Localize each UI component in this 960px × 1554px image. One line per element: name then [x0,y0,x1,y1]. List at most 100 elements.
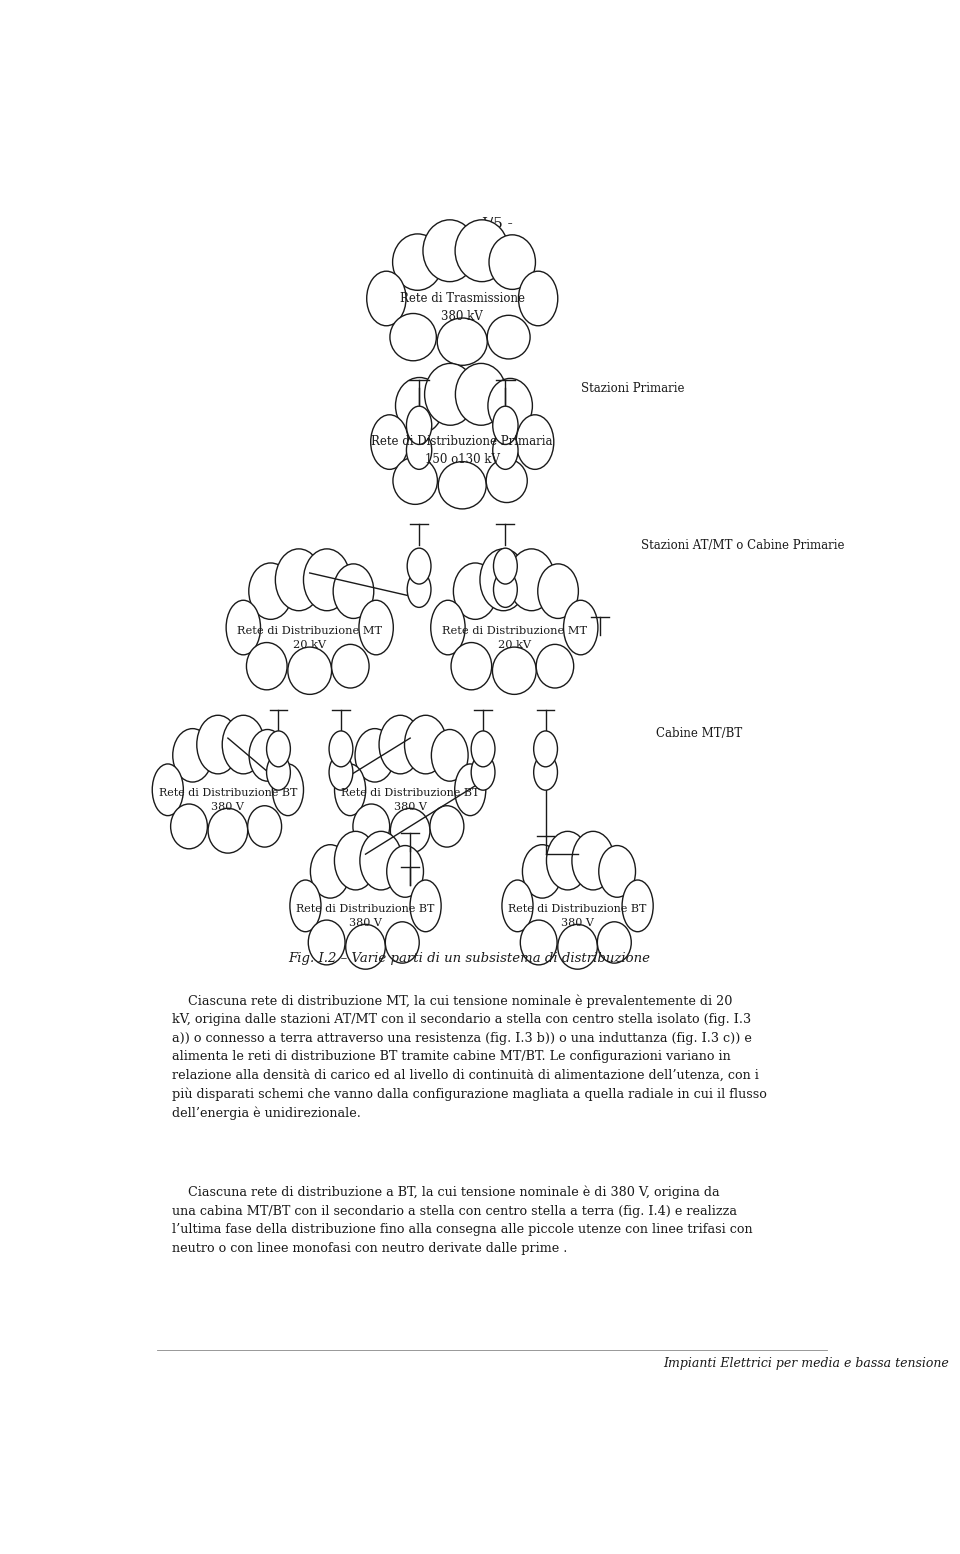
Ellipse shape [329,730,353,766]
Ellipse shape [480,549,527,611]
Ellipse shape [248,805,281,847]
Ellipse shape [508,549,555,611]
Ellipse shape [346,925,385,970]
Ellipse shape [331,645,369,688]
Ellipse shape [308,920,345,965]
Ellipse shape [222,715,265,774]
Ellipse shape [303,549,350,611]
Ellipse shape [334,831,377,890]
Ellipse shape [488,379,533,434]
Ellipse shape [471,754,495,789]
Ellipse shape [385,922,420,963]
Ellipse shape [369,253,556,371]
Ellipse shape [488,315,530,359]
Ellipse shape [430,805,464,847]
Ellipse shape [471,730,495,766]
Ellipse shape [486,458,527,502]
Ellipse shape [197,715,239,774]
Ellipse shape [154,747,302,859]
Ellipse shape [391,808,430,853]
Ellipse shape [372,396,552,514]
Ellipse shape [379,715,421,774]
Ellipse shape [407,549,431,584]
Ellipse shape [393,457,438,505]
Ellipse shape [404,715,447,774]
Ellipse shape [406,430,432,469]
Ellipse shape [406,406,432,444]
Ellipse shape [534,730,558,766]
Ellipse shape [410,880,442,932]
Ellipse shape [493,549,517,584]
Ellipse shape [502,880,533,932]
Ellipse shape [493,572,517,608]
Ellipse shape [310,845,350,898]
Ellipse shape [173,729,212,782]
Ellipse shape [537,645,574,688]
Ellipse shape [572,831,614,890]
Ellipse shape [249,563,293,620]
Ellipse shape [367,272,406,326]
Ellipse shape [371,415,408,469]
Ellipse shape [534,754,558,789]
Text: Stazioni Primarie: Stazioni Primarie [581,382,684,395]
Text: Ciascuna rete di distribuzione a BT, la cui tensione nominale è di 380 V, origin: Ciascuna rete di distribuzione a BT, la … [172,1186,753,1254]
Ellipse shape [492,646,537,695]
Text: - I/5 -: - I/5 - [471,216,513,230]
Ellipse shape [622,880,653,932]
Ellipse shape [423,219,476,281]
Ellipse shape [359,600,394,654]
Ellipse shape [355,729,395,782]
Text: Rete di Distribuzione MT
20 kV: Rete di Distribuzione MT 20 kV [442,626,587,650]
Ellipse shape [333,564,373,618]
Ellipse shape [439,462,486,508]
Ellipse shape [353,803,390,848]
Ellipse shape [424,364,476,426]
Ellipse shape [520,920,557,965]
Ellipse shape [273,765,303,816]
Ellipse shape [538,564,578,618]
Ellipse shape [336,747,485,859]
Text: Fig. I.2 – Varie parti di un subsistema di distribuzione: Fig. I.2 – Varie parti di un subsistema … [289,951,651,965]
Ellipse shape [432,583,596,701]
Ellipse shape [329,754,353,789]
Ellipse shape [518,272,558,326]
Text: Impianti Elettrici per media e bassa tensione: Impianti Elettrici per media e bassa ten… [663,1357,948,1369]
Text: Ciascuna rete di distribuzione MT, la cui tensione nominale è prevalentemente di: Ciascuna rete di distribuzione MT, la cu… [172,995,767,1120]
Ellipse shape [291,862,440,974]
Text: Rete di Distribuzione BT
380 V: Rete di Distribuzione BT 380 V [297,904,435,928]
Ellipse shape [228,583,392,701]
Ellipse shape [455,765,486,816]
Text: Rete di Distribuzione MT
20 kV: Rete di Distribuzione MT 20 kV [237,626,382,650]
Ellipse shape [276,549,323,611]
Ellipse shape [407,572,431,608]
Text: Cabine MT/BT: Cabine MT/BT [656,727,742,740]
Ellipse shape [455,364,507,426]
Ellipse shape [387,845,423,897]
Ellipse shape [431,600,465,654]
Text: Rete di Distribuzione Primaria
150 o130 kV: Rete di Distribuzione Primaria 150 o130 … [372,435,553,466]
Ellipse shape [437,319,488,365]
Ellipse shape [396,378,444,434]
Ellipse shape [247,642,287,690]
Ellipse shape [249,729,286,782]
Ellipse shape [171,803,207,848]
Ellipse shape [492,406,518,444]
Ellipse shape [393,235,443,291]
Text: Rete di Distribuzione BT
380 V: Rete di Distribuzione BT 380 V [341,788,479,813]
Ellipse shape [227,600,260,654]
Text: Rete di Trasmissione
380 kV: Rete di Trasmissione 380 kV [399,292,525,323]
Ellipse shape [453,563,497,620]
Text: Stazioni AT/MT o Cabine Primarie: Stazioni AT/MT o Cabine Primarie [641,539,844,552]
Ellipse shape [546,831,588,890]
Ellipse shape [599,845,636,897]
Ellipse shape [290,880,321,932]
Text: Rete di Distribuzione BT
380 V: Rete di Distribuzione BT 380 V [509,904,647,928]
Ellipse shape [390,314,437,361]
Ellipse shape [360,831,402,890]
Ellipse shape [522,845,562,898]
Ellipse shape [208,808,248,853]
Ellipse shape [267,754,290,789]
Ellipse shape [492,430,518,469]
Ellipse shape [516,415,554,469]
Ellipse shape [597,922,632,963]
